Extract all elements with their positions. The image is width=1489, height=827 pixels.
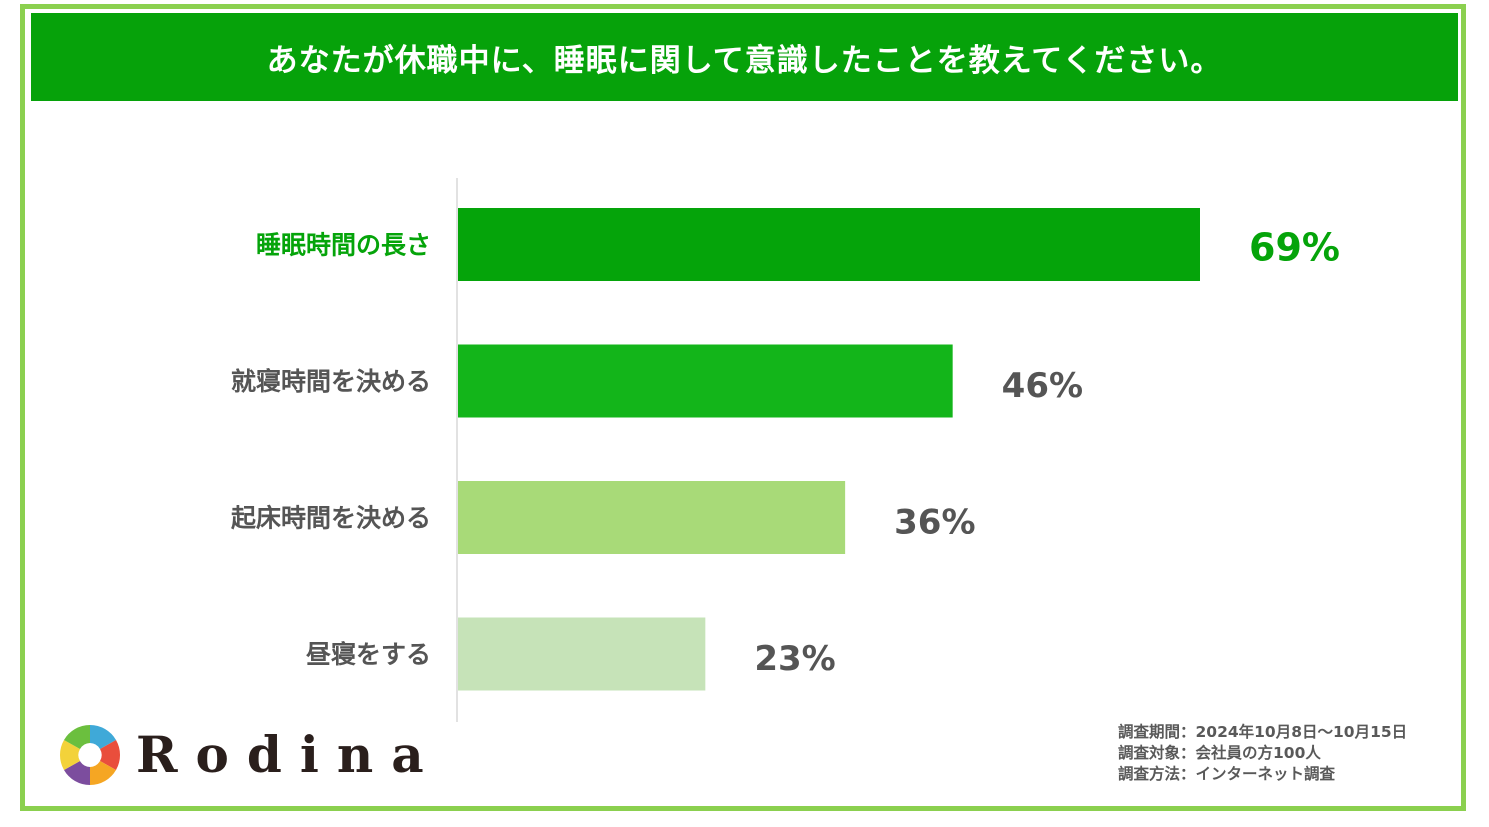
category-label: 就寝時間を決める: [231, 367, 431, 396]
survey-method: 調査方法：インターネット調査: [1118, 765, 1336, 783]
survey-period: 調査期間：2024年10月8日～10月15日: [1118, 723, 1408, 741]
bar: [458, 208, 1200, 281]
value-label: 23%: [754, 639, 835, 679]
bar: [458, 481, 846, 554]
survey-info: 調査期間：2024年10月8日～10月15日 調査対象：会社員の方100人 調査…: [1118, 722, 1407, 785]
survey-target: 調査対象：会社員の方100人: [1118, 744, 1321, 762]
category-label: 睡眠時間の長さ: [256, 231, 431, 260]
chart-title: あなたが休職中に、睡眠に関して意識したことを教えてください。: [266, 42, 1223, 79]
logo-text: Rodina: [136, 725, 442, 784]
value-label: 46%: [1002, 366, 1083, 406]
category-label: 起床時間を決める: [231, 504, 431, 533]
rodina-logo: Rodina: [58, 722, 442, 788]
value-label: 69%: [1249, 226, 1340, 270]
aperture-logo-icon: [59, 725, 121, 785]
bar: [458, 617, 706, 691]
value-label: 36%: [894, 503, 975, 543]
header-banner: あなたが休職中に、睡眠に関して意識したことを教えてください。: [31, 13, 1458, 101]
category-label: 昼寝をする: [306, 640, 431, 669]
bar: [458, 344, 953, 418]
